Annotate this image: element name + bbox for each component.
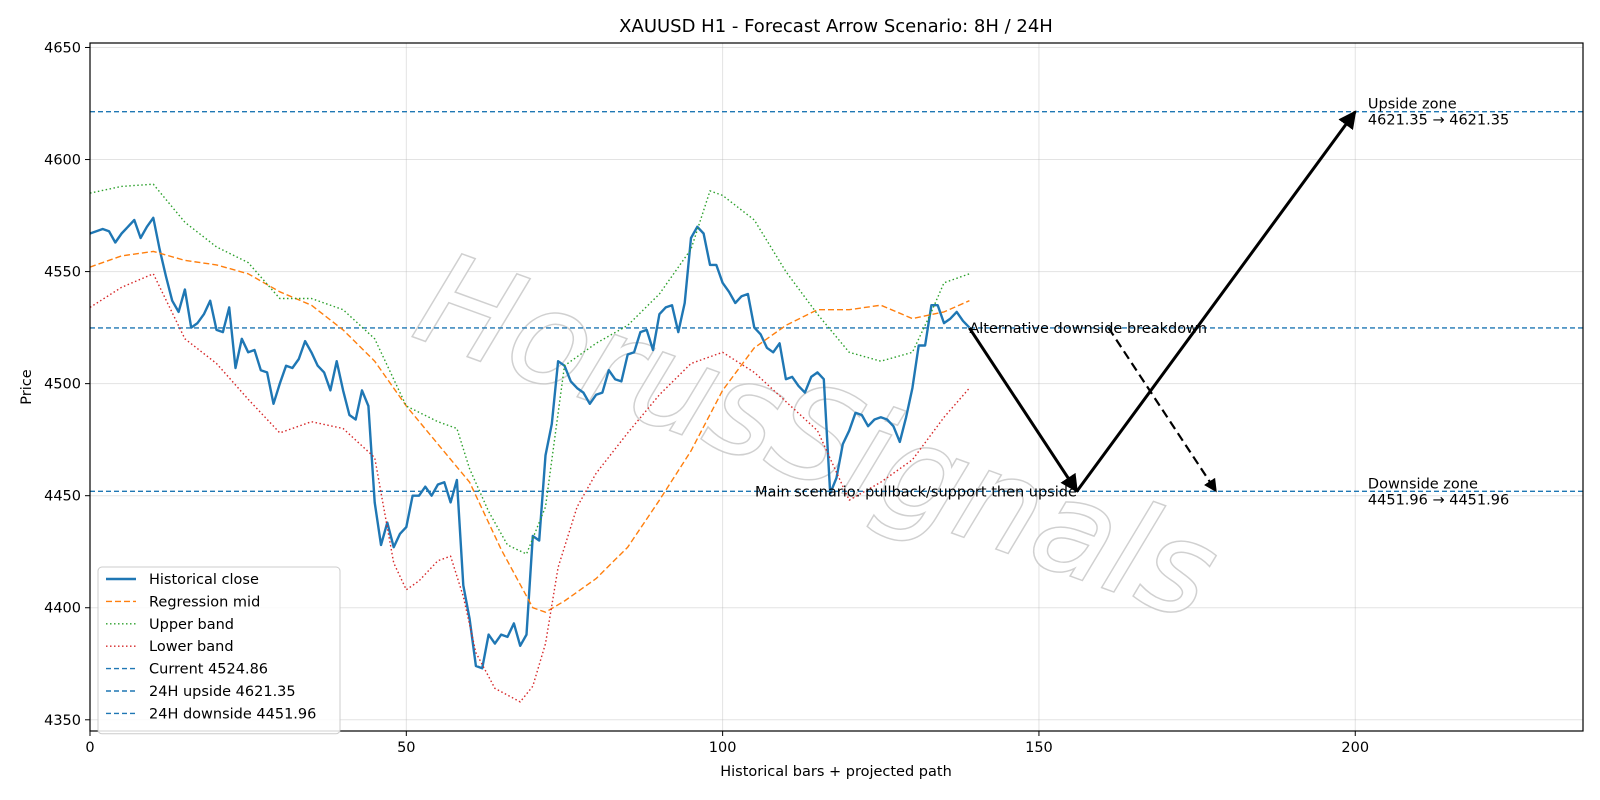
x-axis-label: Historical bars + projected path (720, 764, 952, 780)
y-tick-label: 4550 (44, 265, 81, 281)
plot-frame (89, 42, 1584, 732)
legend-label: Upper band (149, 617, 234, 633)
reference-lines (90, 111, 1583, 492)
y-tick-label: 4350 (44, 713, 81, 729)
annotation-text: Downside zone (1368, 476, 1478, 492)
watermark: HorusSignals (398, 223, 1236, 652)
x-tick-label: 100 (709, 740, 737, 756)
y-tick-label: 4650 (44, 40, 81, 56)
legend-label: Current 4524.86 (149, 662, 268, 678)
series-lines (90, 183, 971, 703)
annotations: Alternative downside breakdown Main scena… (755, 97, 1509, 509)
annotation-text: 4451.96 → 4451.96 (1368, 492, 1509, 508)
y-tick-label: 4600 (44, 153, 81, 169)
annotation-text: Alternative downside breakdown (969, 321, 1207, 337)
forecast-arrow (1075, 110, 1357, 493)
axis-ticks: 0 50 100 150 200 4350 4400 4450 4500 4550 4600 4650 (44, 40, 1369, 756)
y-tick-label: 4400 (44, 601, 81, 617)
forecast-arrow (968, 327, 1079, 493)
legend-label: Lower band (149, 639, 234, 655)
series-line (90, 216, 971, 670)
series-line (90, 183, 970, 555)
legend-label: 24H downside 4451.96 (149, 706, 316, 722)
legend-box (97, 566, 341, 735)
y-axis-label: Price (19, 369, 35, 404)
legend: Historical close Regression mid Upper band… (97, 566, 341, 735)
x-tick-label: 200 (1341, 740, 1369, 756)
x-tick-label: 150 (1025, 740, 1053, 756)
chart-title: XAUUSD H1 - Forecast Arrow Scenario: 8H … (619, 16, 1053, 37)
scenario-arrows (968, 110, 1357, 493)
legend-label: 24H upside 4621.35 (149, 684, 296, 700)
annotation-text: Upside zone (1368, 97, 1457, 113)
annotation-text: 4621.35 → 4621.35 (1368, 113, 1509, 129)
forecast-arrow (1107, 327, 1217, 493)
annotation-text: Main scenario: pullback/support then ups… (755, 484, 1077, 500)
series-line (90, 273, 970, 703)
legend-label: Historical close (149, 572, 259, 588)
y-tick-label: 4500 (44, 377, 81, 393)
x-tick-label: 50 (397, 740, 415, 756)
series-line (90, 250, 970, 613)
watermark-text: HorusSignals (399, 224, 1234, 650)
legend-label: Regression mid (149, 594, 260, 610)
x-tick-label: 0 (85, 740, 94, 756)
y-tick-label: 4450 (44, 489, 81, 505)
